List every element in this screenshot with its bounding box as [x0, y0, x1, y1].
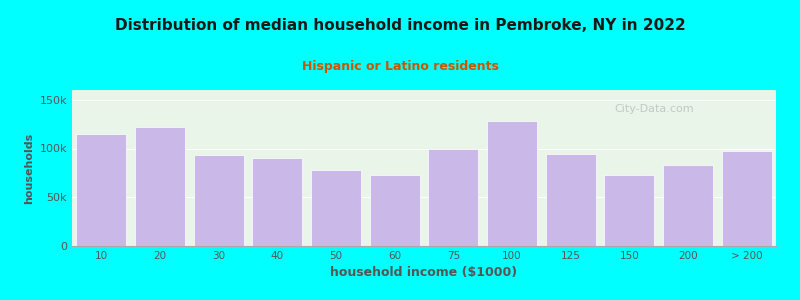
Bar — [605, 175, 654, 246]
Bar — [370, 175, 419, 246]
Bar — [194, 155, 243, 246]
Bar — [487, 121, 537, 246]
Bar — [135, 127, 185, 246]
Text: City-Data.com: City-Data.com — [614, 104, 694, 114]
Y-axis label: households: households — [24, 132, 34, 204]
Bar — [722, 152, 771, 246]
Bar — [663, 165, 713, 246]
Bar — [253, 158, 302, 246]
Bar — [429, 148, 478, 246]
Bar — [77, 134, 126, 246]
Bar — [546, 154, 595, 246]
X-axis label: household income ($1000): household income ($1000) — [330, 266, 518, 279]
Bar — [311, 170, 361, 246]
Text: Distribution of median household income in Pembroke, NY in 2022: Distribution of median household income … — [114, 18, 686, 33]
Text: Hispanic or Latino residents: Hispanic or Latino residents — [302, 60, 498, 73]
